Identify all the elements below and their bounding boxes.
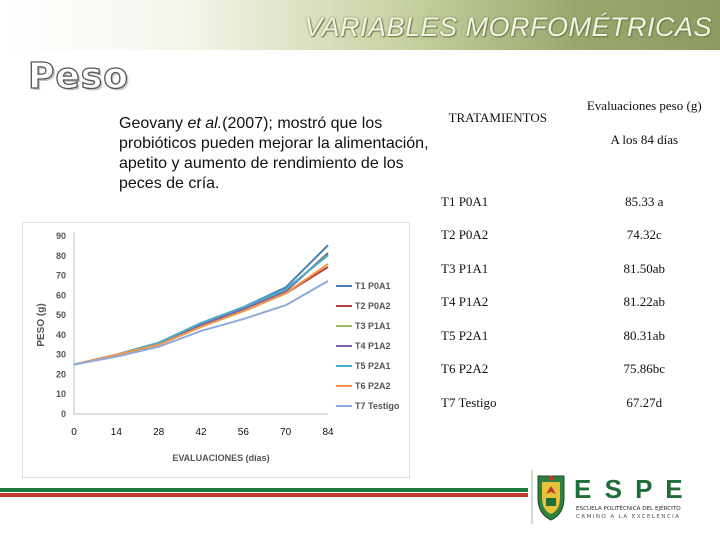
bottom-stripe — [0, 488, 528, 497]
legend-label: T3 P1A1 — [355, 321, 391, 331]
espe-crest-icon — [537, 475, 565, 521]
weight-chart-svg: 0 10 20 30 40 50 60 70 80 90 0 14 28 42 56 70 84 EVALUACI… — [21, 221, 411, 479]
table-row: T2 P0A2 74.32c — [427, 219, 720, 253]
x-axis-label: EVALUACIONES (días) — [172, 453, 269, 463]
intro-text-italic: et al. — [187, 115, 223, 132]
chart-frame — [21, 221, 411, 479]
intro-text-after: (2007); mostró que los probióticos puede… — [119, 115, 429, 192]
legend-label: T7 Testigo — [355, 401, 400, 411]
results-table: TRATAMIENTOS Evaluaciones peso (g) A los… — [427, 84, 720, 420]
table-row: T5 P2A1 80.31ab — [427, 319, 720, 353]
treatment-cell: T5 P2A1 — [441, 327, 489, 343]
header-evaluations: Evaluaciones peso (g) A los 84 días — [569, 84, 720, 185]
y-tick-label: 80 — [56, 251, 66, 261]
weight-value-cell: 81.50ab — [623, 260, 666, 276]
intro-text-before: Geovany — [119, 115, 188, 132]
treatment-cell: T1 P0A1 — [441, 193, 489, 209]
y-tick-label: 30 — [56, 350, 66, 360]
x-tick-label: 70 — [280, 427, 292, 438]
x-tick-label: 14 — [111, 427, 123, 438]
y-tick-label: 70 — [56, 271, 66, 281]
y-tick-label: 20 — [56, 369, 66, 379]
weight-value-cell: 80.31ab — [623, 327, 666, 343]
table-row: T4 P1A2 81.22ab — [427, 286, 720, 320]
treatment-cell: T6 P2A2 — [441, 361, 489, 377]
weight-value-cell: 74.32c — [626, 227, 662, 243]
weight-value-cell: 67.27d — [626, 394, 663, 410]
x-tick-label: 42 — [195, 427, 207, 438]
x-tick-label: 84 — [322, 427, 334, 438]
espe-line2: CAMINO A LA EXCELENCIA — [576, 514, 680, 520]
slide-title: VARIABLES MORFOMÉTRICAS — [304, 12, 712, 42]
espe-logo: E S P E ESCUELA POLITÉCNICA DEL EJÉRCITO… — [530, 468, 710, 526]
header-treatments: TRATAMIENTOS — [448, 110, 547, 125]
table-row: T1 P0A1 85.33 a — [427, 185, 720, 219]
y-tick-label: 60 — [56, 290, 66, 300]
treatment-cell: T2 P0A2 — [441, 227, 489, 243]
section-title: Peso — [27, 55, 129, 97]
series-line — [73, 280, 329, 366]
y-tick-label: 50 — [56, 310, 66, 320]
weight-value-cell: 75.86bc — [623, 361, 666, 377]
y-axis-label: PESO (g) — [36, 303, 47, 346]
y-tick-label: 90 — [56, 231, 66, 241]
legend-label: T4 P1A2 — [355, 341, 391, 351]
treatment-cell: T7 Testigo — [441, 394, 497, 410]
y-tick-label: 0 — [61, 409, 66, 419]
x-tick-label: 28 — [153, 427, 165, 438]
weight-value-cell: 85.33 a — [625, 193, 664, 209]
table-row: T7 Testigo 67.27d — [427, 386, 720, 420]
weight-chart: 0 10 20 30 40 50 60 70 80 90 0 14 28 42 56 70 84 EVALUACI… — [21, 221, 411, 479]
espe-wordmark: E S P E — [574, 474, 686, 504]
y-tick-label: 10 — [56, 389, 66, 399]
treatment-cell: T4 P1A2 — [441, 294, 489, 310]
table-row: T3 P1A1 81.50ab — [427, 252, 720, 286]
header-evaluations-label: Evaluaciones peso (g) — [586, 98, 702, 113]
treatment-cell: T3 P1A1 — [441, 260, 489, 276]
header-band — [0, 0, 720, 50]
espe-logo-svg: E S P E ESCUELA POLITÉCNICA DEL EJÉRCITO… — [531, 470, 686, 524]
results-table-wrap: TRATAMIENTOS Evaluaciones peso (g) A los… — [427, 84, 720, 420]
header-days: A los 84 días — [610, 132, 679, 147]
x-tick-label: 0 — [71, 427, 77, 438]
table-header-row: TRATAMIENTOS Evaluaciones peso (g) A los… — [427, 84, 720, 185]
espe-line1: ESCUELA POLITÉCNICA DEL EJÉRCITO — [576, 504, 681, 512]
y-tick-label: 40 — [56, 330, 66, 340]
x-tick-label: 56 — [238, 427, 250, 438]
legend-label: T5 P2A1 — [355, 361, 391, 371]
legend-label: T2 P0A2 — [355, 301, 391, 311]
series-line — [73, 263, 329, 366]
intro-paragraph: Geovany et al.(2007); mostró que los pro… — [119, 114, 429, 194]
legend-label: T1 P0A1 — [355, 281, 391, 291]
weight-value-cell: 81.22ab — [623, 294, 666, 310]
table-row: T6 P2A2 75.86bc — [427, 353, 720, 387]
legend-label: T6 P2A2 — [355, 381, 391, 391]
